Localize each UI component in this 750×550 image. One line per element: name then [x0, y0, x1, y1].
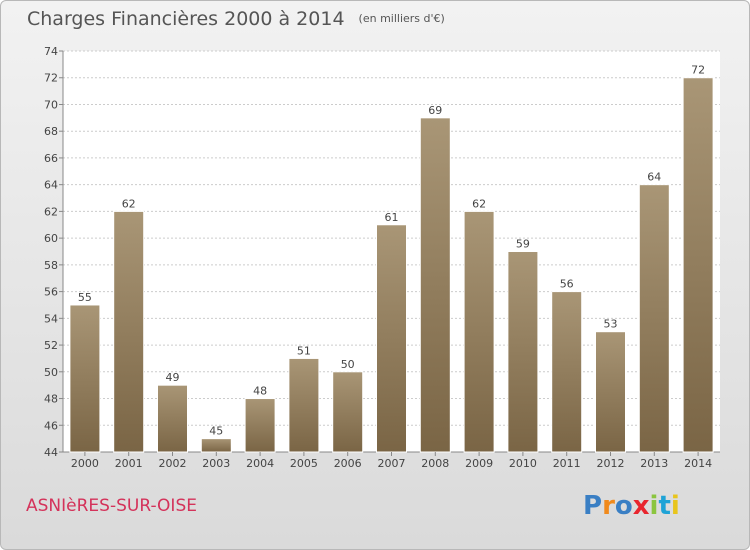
data-label-2007: 61 — [385, 211, 399, 224]
x-tick-label-2014: 2014 — [684, 457, 712, 470]
y-tick-label: 60 — [44, 232, 58, 245]
data-label-2014: 72 — [691, 64, 705, 77]
logo-letter: r — [602, 491, 615, 521]
logo-letter: x — [633, 491, 650, 521]
data-label-2012: 53 — [604, 318, 618, 331]
bar-2014 — [683, 78, 713, 452]
x-tick-label-2013: 2013 — [640, 457, 668, 470]
data-label-2010: 59 — [516, 238, 530, 251]
bar-2002 — [158, 385, 188, 452]
data-label-2006: 50 — [341, 358, 355, 371]
x-tick-label-2007: 2007 — [378, 457, 406, 470]
y-tick-label: 46 — [44, 419, 58, 432]
y-tick-label: 56 — [44, 286, 58, 299]
bar-2008 — [420, 118, 450, 452]
logo-letter: i — [671, 491, 680, 521]
data-label-2001: 62 — [122, 197, 136, 210]
data-label-2000: 55 — [78, 291, 92, 304]
y-tick-label: 74 — [44, 45, 58, 58]
bar-2000 — [70, 305, 100, 452]
x-tick-label-2000: 2000 — [71, 457, 99, 470]
bar-2010 — [508, 252, 538, 453]
x-tick-label-2008: 2008 — [421, 457, 449, 470]
y-tick-label: 64 — [44, 179, 58, 192]
data-label-2004: 48 — [253, 385, 267, 398]
bar-2003 — [201, 439, 231, 452]
data-label-2008: 69 — [428, 104, 442, 117]
bar-2011 — [552, 292, 582, 452]
y-tick-label: 48 — [44, 393, 58, 406]
commune-name: ASNIèRES-SUR-OISE — [26, 496, 197, 516]
y-tick-label: 66 — [44, 152, 58, 165]
y-tick-label: 68 — [44, 125, 58, 138]
x-tick-label-2002: 2002 — [159, 457, 187, 470]
y-tick-label: 52 — [44, 339, 58, 352]
x-tick-label-2001: 2001 — [115, 457, 143, 470]
x-tick-label-2005: 2005 — [290, 457, 318, 470]
bar-2013 — [639, 185, 669, 452]
y-tick-label: 62 — [44, 205, 58, 218]
data-label-2003: 45 — [209, 425, 223, 438]
y-tick-label: 54 — [44, 312, 58, 325]
data-label-2013: 64 — [647, 171, 661, 184]
x-tick-label-2003: 2003 — [202, 457, 230, 470]
logo-letter: o — [615, 491, 633, 521]
logo-letter: t — [658, 491, 670, 521]
y-tick-label: 44 — [44, 446, 58, 459]
data-label-2009: 62 — [472, 197, 486, 210]
data-label-2005: 51 — [297, 344, 311, 357]
y-tick-label: 72 — [44, 72, 58, 85]
bar-2007 — [377, 225, 407, 452]
x-tick-label-2012: 2012 — [597, 457, 625, 470]
bar-2004 — [245, 399, 275, 452]
bar-2001 — [114, 211, 144, 452]
x-tick-label-2011: 2011 — [553, 457, 581, 470]
y-tick-label: 50 — [44, 366, 58, 379]
bar-2012 — [596, 332, 626, 452]
x-tick-label-2010: 2010 — [509, 457, 537, 470]
bar-2005 — [289, 358, 319, 452]
x-tick-label-2004: 2004 — [246, 457, 274, 470]
data-label-2002: 49 — [166, 371, 180, 384]
x-tick-label-2009: 2009 — [465, 457, 493, 470]
bar-2009 — [464, 211, 494, 452]
data-label-2011: 56 — [560, 278, 574, 291]
y-tick-label: 58 — [44, 259, 58, 272]
logo-letter: i — [650, 491, 659, 521]
proxiti-logo: Proxiti — [583, 491, 680, 521]
x-tick-label-2006: 2006 — [334, 457, 362, 470]
bar-2006 — [333, 372, 363, 452]
logo-letter: P — [583, 491, 602, 521]
y-tick-label: 70 — [44, 98, 58, 111]
